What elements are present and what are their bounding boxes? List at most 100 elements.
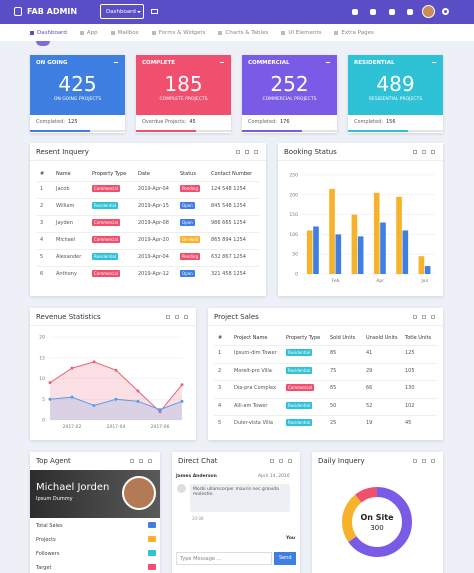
panel-tool[interactable] (245, 150, 249, 154)
table-cell: 2019-Apr-15 (138, 203, 169, 209)
stat-footer-label: Completed: (36, 119, 65, 125)
table-header: Property Type (92, 171, 127, 177)
panel-tool[interactable] (431, 459, 435, 463)
nav-icon[interactable] (389, 9, 395, 15)
agent-item: Projects (36, 537, 56, 543)
panel-title: Resent Inquery (36, 148, 89, 156)
panel-tool[interactable] (148, 459, 152, 463)
menu-icon (281, 30, 286, 35)
panel-tool[interactable] (279, 459, 283, 463)
menu-item[interactable]: Dashboard (30, 30, 67, 36)
menu-item[interactable]: Forms & Widgets (151, 30, 205, 36)
menu-item[interactable]: UI Elements (281, 30, 321, 36)
nav-icon[interactable] (370, 9, 376, 15)
menu-item[interactable]: Extra Pages (334, 30, 374, 36)
table-header: Project Name (234, 335, 268, 341)
table-header: # (218, 335, 223, 341)
table-cell: Ipsum-dim Tower (234, 350, 277, 356)
table-header: Status (180, 171, 196, 177)
panel-tool[interactable] (431, 150, 435, 154)
settings-icon[interactable] (442, 8, 449, 15)
table-cell: 845 548 1254 (211, 203, 246, 209)
send-button[interactable]: Send (274, 552, 296, 565)
badge: Residential (286, 349, 313, 356)
panel-tool[interactable] (166, 315, 170, 319)
x-tick-label: Feb (332, 278, 340, 284)
y-tick-label: 0 (42, 418, 45, 424)
nav-icon[interactable] (352, 9, 358, 15)
panel-tool[interactable] (413, 150, 417, 154)
table-cell: 75 (330, 367, 337, 374)
panel-tool[interactable] (236, 150, 240, 154)
x-tick-label: Apr (376, 278, 384, 284)
table-cell: 41 (366, 350, 373, 356)
point (136, 399, 140, 403)
panel-tool[interactable] (413, 315, 417, 319)
panel-tool[interactable] (270, 459, 274, 463)
nav-icon[interactable] (407, 9, 413, 15)
stat-footer-label: Overdue Projects: (142, 119, 187, 125)
badge: Pending (180, 253, 200, 260)
stat-top: RESIDENTIAL 489 RESIDENTIAL PROJECTS (348, 55, 443, 115)
badge: Commercial (286, 384, 314, 391)
dropdown-button[interactable]: Dashboard (100, 4, 144, 19)
panel-tool[interactable] (431, 315, 435, 319)
panel-tool[interactable] (175, 315, 179, 319)
booking-panel: Booking Status 0 50 100 150 200 250 Feb Apr Jun (278, 143, 443, 296)
badge: Residential (92, 202, 119, 209)
menu-item[interactable]: Mailbox (110, 30, 139, 36)
badge: Commercial (92, 185, 120, 192)
row-divider (36, 249, 260, 250)
panel-tool[interactable] (413, 459, 417, 463)
message-input[interactable]: Type Message ... (176, 552, 272, 565)
avatar[interactable] (422, 5, 435, 18)
title-divider (30, 160, 266, 161)
panel-tool[interactable] (254, 150, 258, 154)
agent-item: Followers (36, 551, 60, 557)
badge: Residential (92, 253, 119, 260)
progress-bar (30, 130, 90, 132)
agent-role: Ipsum Dummy (36, 496, 73, 502)
panel-tool[interactable] (184, 315, 188, 319)
stat-footer-label: Completed: (248, 119, 277, 125)
panel-tool[interactable] (422, 150, 426, 154)
agent-header: Michael Jorden Ipsum Dummy (30, 470, 160, 518)
table-cell: Morelt-pro Villa (234, 367, 272, 374)
chat-panel: Direct Chat James Anderson April 14, 2016 M… (172, 452, 300, 573)
menu-bar: Dashboard App Mailbox Forms & Widgets Charts… (0, 24, 474, 41)
table-cell: 1 (218, 350, 222, 356)
menu-icon (110, 30, 115, 35)
panel-tool[interactable] (422, 315, 426, 319)
agent-avatar (122, 476, 156, 510)
table-cell: 105 (405, 367, 415, 374)
badge: Residential (286, 366, 313, 374)
panel-tool[interactable] (130, 459, 134, 463)
title-divider (30, 325, 196, 326)
panel-tool[interactable] (139, 459, 143, 463)
agent-item: Total Sales (36, 523, 63, 529)
stat-more (220, 62, 224, 63)
badge: Open (180, 219, 195, 226)
badge: Commercial (92, 236, 120, 243)
x-tick-label: 2017-04 (107, 424, 126, 430)
stat-card: RESIDENTIAL 489 RESIDENTIAL PROJECTS Comple… (348, 55, 443, 133)
panel-tool[interactable] (288, 459, 292, 463)
item-badge (148, 550, 156, 556)
badge: Open (180, 270, 195, 277)
panel-title: Revenue Statistics (36, 313, 101, 321)
menu-item[interactable]: App (79, 30, 98, 36)
menu-item[interactable]: Charts & Tables (218, 30, 268, 36)
stat-subtitle: ON GOING PROJECTS (53, 97, 102, 102)
table-cell: 125 (405, 350, 415, 356)
table-cell: Anthony (56, 271, 77, 277)
center-label: On Site (360, 513, 394, 522)
point (158, 408, 162, 412)
point (92, 403, 96, 407)
grid-icon[interactable] (151, 9, 158, 14)
stat-more (432, 62, 436, 63)
title-divider (208, 325, 443, 326)
row-divider (214, 345, 437, 346)
menu-icon (151, 30, 156, 35)
panel-tool[interactable] (422, 459, 426, 463)
badge: Commercial (92, 219, 120, 226)
